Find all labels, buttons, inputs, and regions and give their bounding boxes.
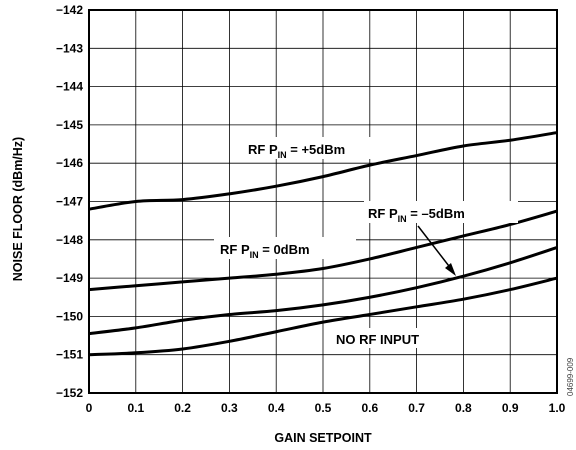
x-tick-label: 0.1 [127,401,144,415]
annotation-minus5: RF PIN = –5dBm [364,201,518,276]
series-line-2 [88,246,558,336]
y-tick-label: −152 [56,386,83,400]
series-line-1 [88,209,558,292]
y-tick-label: −147 [56,195,83,209]
annotation-sub: IN [398,214,407,224]
x-tick-label: 0.7 [408,401,425,415]
x-axis-title: GAIN SETPOINT [274,431,372,445]
annotation-main: RF P [248,142,278,157]
series-line-0 [88,131,558,211]
annotation-rest: = +5dBm [287,142,346,157]
x-tick-label: 0.2 [174,401,191,415]
x-tick-label: 0.6 [361,401,378,415]
y-tick-label: −151 [56,348,83,362]
annotation-0dbm: RF PIN = 0dBm [214,237,356,260]
annotation-main: RF P [220,242,250,257]
x-tick-labels: 0 0.1 0.2 0.3 0.4 0.5 0.6 0.7 0.8 0.9 1.0 [86,401,566,415]
y-tick-label: −148 [56,233,83,247]
annotation-sub: IN [278,150,287,160]
y-tick-label: −142 [56,3,83,17]
annotation-arrow [417,225,453,271]
annotation-main: NO RF INPUT [336,332,419,347]
arrow-head-icon [445,263,456,276]
annotation-sub: IN [250,250,259,260]
annotation-rest: = 0dBm [259,242,310,257]
y-tick-label: −150 [56,309,83,323]
y-tick-label: −146 [56,156,83,170]
x-tick-label: 0 [86,401,93,415]
x-tick-label: 0.4 [268,401,285,415]
series-lines [88,131,558,357]
y-tick-labels: −142 −143 −144 −145 −146 −147 −148 −149 −150 −151… [56,3,83,400]
plot-frame [88,9,558,394]
x-tick-label: 0.9 [502,401,519,415]
y-axis-title: NOISE FLOOR (dBm/Hz) [11,137,25,281]
svg-text:RF PIN = –5dBm: RF PIN = –5dBm [368,206,465,224]
series-line-3 [88,276,558,357]
annotation-no-rf: NO RF INPUT [330,328,446,348]
svg-text:RF PIN = +5dBm: RF PIN = +5dBm [248,142,345,160]
watermark: 04699-009 [566,357,575,396]
x-tick-label: 0.5 [315,401,332,415]
x-tick-label: 0.8 [455,401,472,415]
annotation-main: RF P [368,206,398,221]
y-tick-label: −144 [56,80,83,94]
y-tick-label: −143 [56,41,83,55]
y-tick-label: −145 [56,118,83,132]
annotation-rest: = –5dBm [407,206,465,221]
svg-text:RF PIN = 0dBm: RF PIN = 0dBm [220,242,310,260]
y-tick-label: −149 [56,271,83,285]
x-tick-label: 1.0 [549,401,566,415]
annotation-plus5: RF PIN = +5dBm [241,137,391,160]
x-tick-label: 0.3 [221,401,238,415]
